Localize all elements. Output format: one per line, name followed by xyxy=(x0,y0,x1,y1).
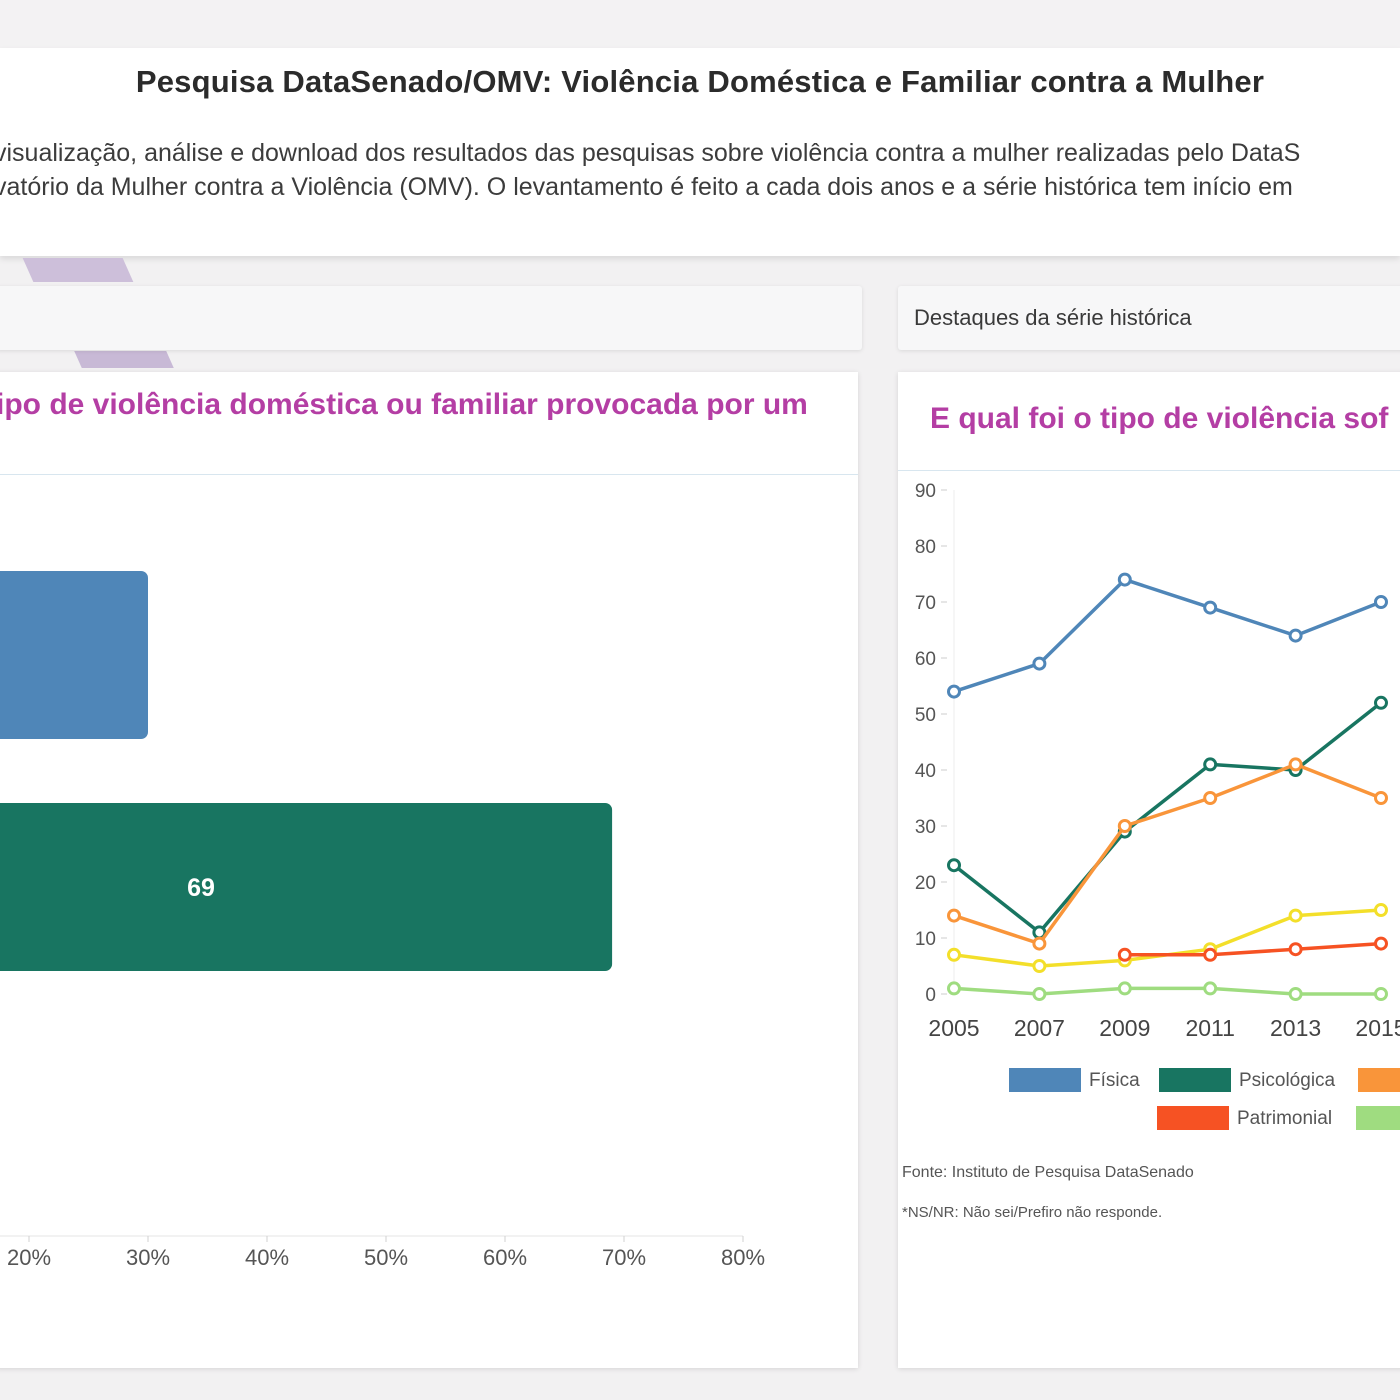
x-tick-label: 40% xyxy=(245,1245,289,1270)
data-point xyxy=(1032,936,1047,951)
x-tick-label: 2007 xyxy=(1014,1015,1065,1041)
panel-divider xyxy=(0,474,858,475)
series-line xyxy=(953,986,1381,996)
bar xyxy=(0,803,613,971)
source-footnote: Fonte: Instituto de Pesquisa DataSenado xyxy=(902,1164,1194,1181)
data-point xyxy=(1032,656,1047,671)
y-tick-label: 0 xyxy=(925,985,936,1006)
x-tick-label: 2013 xyxy=(1270,1015,1321,1041)
section-header-right[interactable]: Destaques da série histórica xyxy=(898,286,1400,350)
decorative-stripe xyxy=(22,258,134,282)
y-tick-label: 30 xyxy=(915,817,936,838)
series-line xyxy=(952,701,1383,935)
y-tick-label: 10 xyxy=(915,929,936,950)
y-tick-label: 50 xyxy=(915,705,936,726)
data-point xyxy=(1203,981,1218,996)
line-chart-title: E qual foi o tipo de violência sof xyxy=(930,402,1389,435)
top-band xyxy=(0,0,1400,48)
data-point xyxy=(947,684,961,699)
data-point xyxy=(947,981,961,996)
description-line-1: visualização, análise e download dos res… xyxy=(0,139,1301,167)
data-point xyxy=(1374,695,1388,710)
x-tick-label: 50% xyxy=(364,1245,408,1270)
data-point xyxy=(1288,757,1303,772)
x-tick-label: 2005 xyxy=(928,1015,979,1041)
legend-label: Patrimonial xyxy=(1237,1108,1332,1129)
page-title: Pesquisa DataSenado/OMV: Violência Domés… xyxy=(135,64,1265,99)
header-card xyxy=(0,48,1400,256)
data-point xyxy=(1117,572,1132,587)
data-point xyxy=(1374,791,1388,805)
y-tick-label: 20 xyxy=(915,873,936,894)
x-tick-label: 2009 xyxy=(1099,1015,1150,1041)
x-tick-label: 60% xyxy=(483,1245,527,1270)
data-point xyxy=(1288,942,1303,957)
data-point xyxy=(947,947,961,962)
legend-swatch xyxy=(1358,1068,1400,1092)
series-line xyxy=(1124,941,1382,957)
x-tick-label: 30% xyxy=(126,1245,170,1270)
legend-label: Física xyxy=(1089,1070,1140,1091)
legend-swatch xyxy=(1009,1068,1081,1092)
y-tick-label: 70 xyxy=(915,593,936,614)
panel-divider xyxy=(898,470,1400,471)
line-chart-panel: E qual foi o tipo de violência sof 0 10 20… xyxy=(898,372,1400,1368)
data-point xyxy=(1374,903,1388,917)
x-tick-label: 2015 xyxy=(1355,1015,1400,1041)
data-point xyxy=(1032,959,1047,973)
data-point xyxy=(1288,908,1303,923)
line-chart: 0 10 20 30 40 50 60 70 80 90 2005 2007 2009 2011 2013 2… xyxy=(915,481,1400,1130)
data-point xyxy=(947,908,961,923)
series-line xyxy=(953,577,1382,694)
data-point xyxy=(1203,600,1218,615)
y-tick-label: 40 xyxy=(915,761,936,782)
bar-chart-panel: ipo de violência doméstica ou familiar p… xyxy=(0,372,858,1368)
description-line-2: vatório da Mulher contra a Violência (OM… xyxy=(0,173,1293,201)
legend-swatch xyxy=(1159,1068,1231,1092)
series-line xyxy=(953,762,1382,946)
legend-label: Psicológica xyxy=(1239,1070,1336,1091)
data-point xyxy=(1288,628,1303,643)
legend-swatch xyxy=(1356,1106,1400,1130)
section-header-left xyxy=(0,286,862,350)
data-point xyxy=(1288,987,1303,1001)
data-point xyxy=(1203,947,1218,962)
x-tick-label: 2011 xyxy=(1185,1015,1234,1041)
data-point xyxy=(1117,819,1132,833)
y-tick-label: 90 xyxy=(915,481,936,502)
bar-chart-title: ipo de violência doméstica ou familiar p… xyxy=(0,388,808,421)
bar-value-label: 69 xyxy=(187,874,215,902)
legend-swatch xyxy=(1157,1106,1229,1130)
data-point xyxy=(1203,791,1218,805)
data-point xyxy=(1374,936,1388,951)
y-tick-label: 60 xyxy=(915,649,936,670)
bar xyxy=(0,571,148,739)
bar-chart: 20% 30% 40% 50% 60% 70% 80% 69 xyxy=(0,571,765,1270)
data-point xyxy=(1032,987,1047,1001)
data-point xyxy=(1374,595,1388,609)
x-tick-label: 70% xyxy=(602,1245,646,1270)
data-point xyxy=(1117,947,1132,962)
data-point xyxy=(947,858,961,873)
data-point xyxy=(1203,757,1218,772)
section-header-label: Destaques da série histórica xyxy=(914,305,1192,330)
decorative-stripe xyxy=(74,351,174,368)
x-tick-label: 20% xyxy=(7,1245,51,1270)
data-point xyxy=(1374,987,1388,1001)
y-tick-label: 80 xyxy=(915,537,936,558)
data-point xyxy=(1117,981,1132,996)
x-tick-label: 80% xyxy=(721,1245,765,1270)
nsnr-footnote: *NS/NR: Não sei/Prefiro não responde. xyxy=(902,1204,1163,1221)
